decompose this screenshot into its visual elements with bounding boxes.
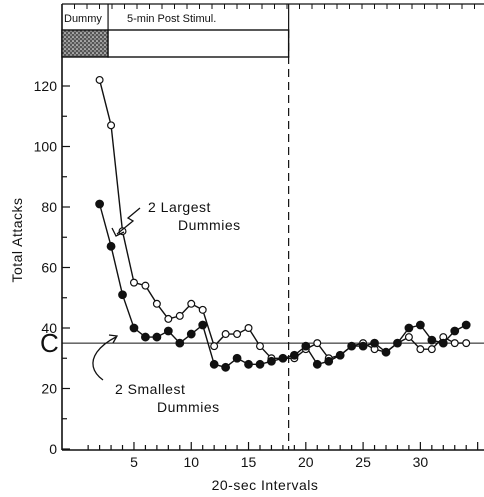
largest-dummies-point (164, 314, 173, 323)
y-tick-label: 80 (41, 199, 57, 215)
largest-dummies-point (416, 345, 425, 354)
y-tick-label: 100 (34, 139, 58, 155)
largest-dummies-point (462, 339, 471, 348)
stimulus-bar: Dummy 5-min Post Stimul. (61, 4, 290, 58)
smallest-dummies-point (163, 326, 173, 336)
y-tick-label: 120 (34, 78, 58, 94)
x-tick-label: 20 (298, 454, 314, 470)
smallest-dummies-point (427, 335, 437, 345)
smallest-dummies-point (244, 359, 253, 369)
smallest-dummies-point (381, 347, 391, 357)
smallest-dummies-point (312, 359, 322, 369)
smallest-dummies-point (301, 341, 311, 351)
smallest-dummies-point (404, 323, 414, 333)
largest-dummies-point (107, 121, 116, 130)
smallest-dummies-point (129, 323, 139, 333)
smallest-dummies-point (175, 338, 185, 348)
smallest-dummies-point (450, 326, 460, 336)
y-tick-label: 0 (49, 441, 57, 457)
largest-dummies-point (95, 75, 104, 84)
smallest-dummies-point (209, 359, 219, 369)
series-points (95, 75, 471, 372)
smallest-dummies-point (221, 362, 231, 372)
largest-dummies-point (221, 330, 230, 339)
smallest-dummies-point (335, 350, 345, 360)
smallest-dummies-point (324, 356, 334, 366)
smallest-annotation-arrowhead (108, 334, 119, 344)
smallest-dummies-point (118, 290, 127, 300)
smallest-annotation-arrow (92, 336, 117, 381)
largest-annotation-line2: Dummies (178, 217, 241, 233)
y-tick-label: 40 (41, 320, 57, 336)
largest-dummies-point (129, 278, 138, 287)
dummy-label: Dummy (64, 13, 102, 25)
smallest-dummies-point (358, 341, 368, 351)
series-lines (98, 79, 467, 369)
largest-dummies-line (98, 79, 467, 360)
largest-dummies-point (450, 339, 459, 348)
smallest-dummies-point (106, 241, 116, 251)
smallest-dummies-point (461, 320, 471, 330)
largest-annotation-arrow (116, 207, 141, 235)
x-axis-label: 20-sec Intervals (212, 477, 319, 493)
baseline-c-label: C (40, 328, 59, 358)
largest-annotation-line1: 2 Largest (148, 199, 211, 215)
smallest-annotation-line2: Dummies (157, 399, 220, 415)
x-tick-label: 5 (130, 454, 138, 470)
smallest-dummies-point (438, 338, 448, 348)
x-tick-label: 15 (241, 454, 257, 470)
smallest-dummies-point (186, 329, 196, 339)
post-stimulus-box (107, 29, 290, 58)
smallest-annotation-line1: 2 Smallest (115, 381, 185, 397)
largest-dummies-point (141, 281, 150, 290)
reference-lines: C (40, 30, 484, 450)
largest-dummies-point (175, 311, 184, 320)
smallest-dummies-point (393, 338, 402, 348)
dummy-period-box (61, 29, 109, 58)
largest-dummies-point (244, 324, 253, 333)
annotations: 2 Largest Dummies 2 Smallest Dummies (92, 199, 241, 415)
largest-dummies-point (233, 330, 242, 339)
smallest-dummies-point (198, 320, 208, 330)
smallest-dummies-point (278, 353, 288, 363)
y-tick-label: 60 (41, 260, 57, 276)
axis-ticks: 0 20 40 60 80 100 120 5 10 15 20 25 30 (34, 78, 479, 470)
smallest-dummies-point (370, 338, 379, 348)
smallest-dummies-point (415, 320, 425, 330)
largest-dummies-point (187, 299, 196, 308)
largest-dummies-point (404, 333, 413, 342)
smallest-dummies-point (95, 199, 104, 209)
largest-annotation-arrowhead (111, 227, 125, 237)
plot-frame (61, 3, 484, 451)
smallest-dummies-point (347, 341, 357, 351)
y-tick-label: 20 (41, 381, 57, 397)
largest-dummies-point (255, 342, 264, 351)
largest-dummies-point (427, 345, 436, 354)
x-tick-label: 25 (355, 454, 371, 470)
largest-dummies-point (210, 342, 219, 351)
x-tick-label: 30 (413, 454, 429, 470)
x-tick-label: 10 (183, 454, 199, 470)
largest-dummies-point (152, 299, 161, 308)
smallest-dummies-point (289, 350, 299, 360)
post-stimulus-label: 5-min Post Stimul. (127, 13, 216, 25)
smallest-dummies-point (152, 332, 162, 342)
smallest-dummies-point (255, 359, 265, 369)
largest-dummies-point (313, 339, 322, 348)
smallest-dummies-point (267, 356, 276, 366)
smallest-dummies-point (232, 353, 242, 363)
smallest-dummies-point (141, 332, 150, 342)
largest-dummies-point (198, 305, 207, 314)
y-axis-label: Total Attacks (9, 197, 25, 282)
